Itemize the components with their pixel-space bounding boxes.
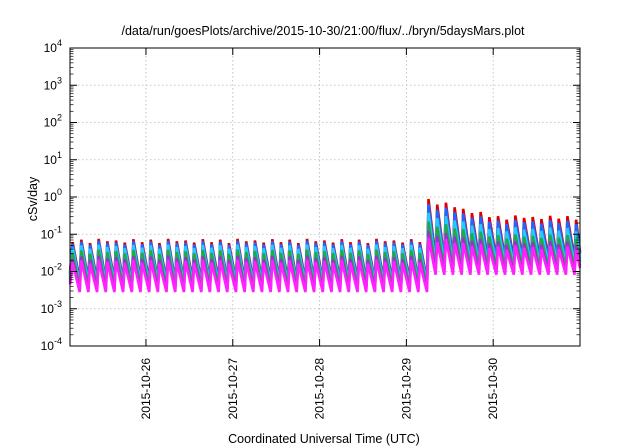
x-axis-label: Coordinated Universal Time (UTC)	[228, 432, 420, 446]
y-tick-label: 104	[44, 38, 62, 55]
x-tick-label: 2015-10-29	[399, 358, 413, 420]
y-tick-label: 101	[44, 150, 62, 167]
y-tick-label: 10-1	[41, 224, 62, 241]
series-line	[68, 237, 582, 293]
x-tick-label: 2015-10-30	[486, 358, 500, 420]
y-tick-label: 10-4	[41, 336, 62, 353]
x-tick-label: 2015-10-27	[226, 358, 240, 420]
y-tick-label: 102	[44, 113, 62, 130]
chart-title: /data/run/goesPlots/archive/2015-10-30/2…	[121, 24, 525, 38]
y-axis: 10-4 10-3 10-2 10-1 100 101 102 103 104	[41, 38, 580, 353]
y-tick-label: 100	[44, 187, 62, 204]
x-tick-label: 2015-10-28	[313, 358, 327, 420]
x-axis: 2015-10-26 2015-10-27 2015-10-28 2015-10-29…	[139, 48, 500, 419]
series-layer	[68, 198, 582, 293]
y-tick-label: 103	[44, 75, 62, 92]
y-tick-label: 10-2	[41, 262, 62, 279]
grid-lines	[70, 48, 580, 346]
x-tick-label: 2015-10-26	[139, 358, 153, 420]
y-axis-label: cSv/day	[26, 176, 40, 221]
y-tick-label: 10-3	[41, 299, 62, 316]
